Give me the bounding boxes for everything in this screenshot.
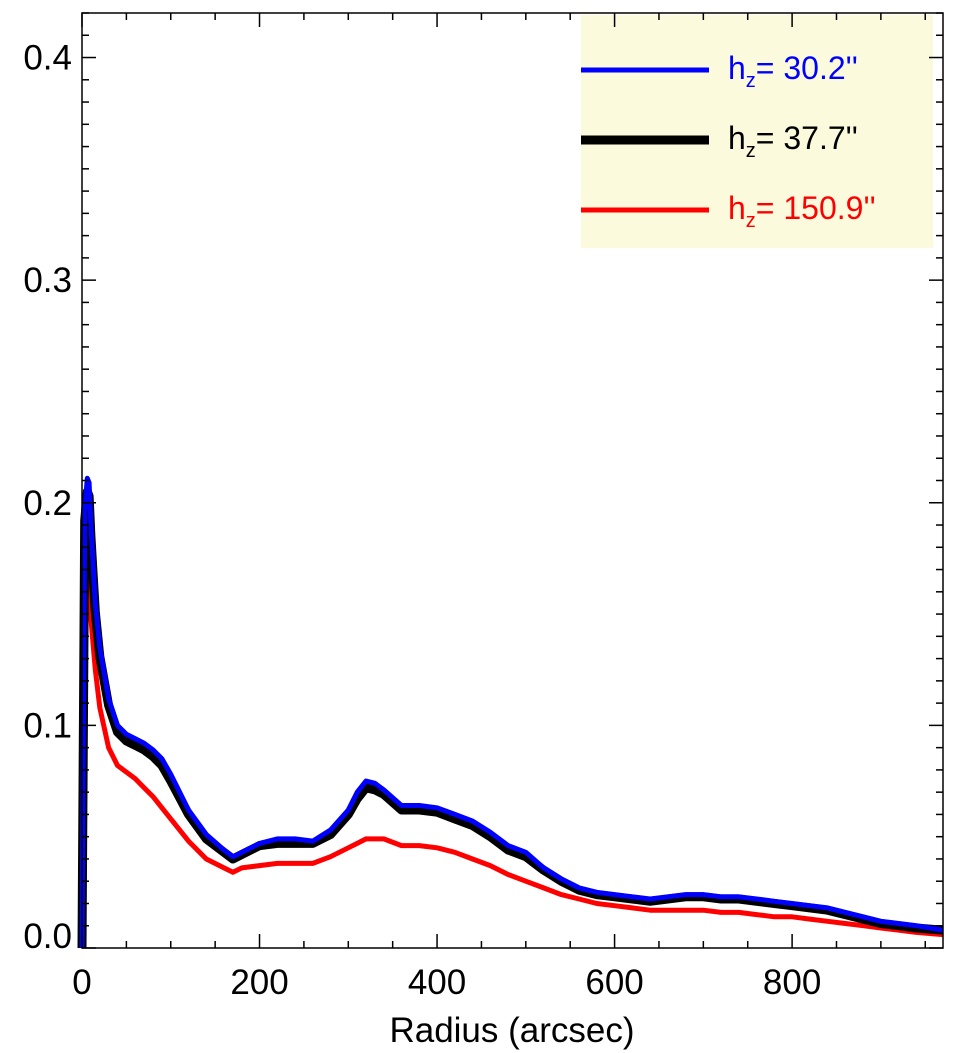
y-tick-label: 0.0 — [23, 917, 72, 956]
x-tick-label: 200 — [230, 963, 288, 1002]
legend-label-1: hz= 30.2'' — [728, 50, 858, 92]
y-tick-label: 0.3 — [23, 261, 72, 300]
x-tick-label: 0 — [72, 963, 91, 1002]
y-tick-label: 0.4 — [23, 39, 72, 78]
x-tick-label: 600 — [585, 963, 643, 1002]
x-tick-label: 400 — [408, 963, 466, 1002]
y-tick-label: 0.1 — [23, 706, 72, 745]
y-tick-label: 0.2 — [23, 484, 72, 523]
x-tick-label: 800 — [763, 963, 821, 1002]
legend-label-2: hz= 37.7'' — [728, 120, 858, 162]
series-line-1 — [79, 475, 944, 949]
x-axis-title: Radius (arcsec) — [389, 1011, 634, 1050]
series-line-3 — [79, 567, 944, 949]
legend-label-3: hz= 150.9'' — [728, 190, 876, 232]
